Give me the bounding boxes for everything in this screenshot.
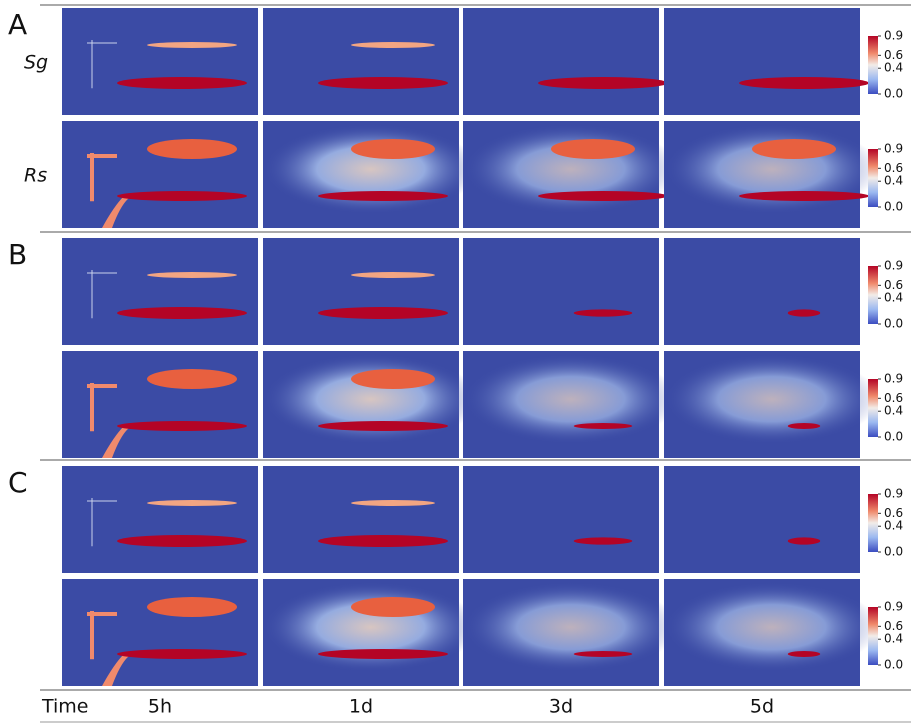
lower-plume [117,535,247,547]
lower-plume [538,191,668,201]
plume-haze [664,354,880,444]
simulation-panel [263,238,459,345]
simulation-panel [664,466,860,573]
colorbar-tick-label: 0.0 [884,430,903,444]
lower-plume [739,77,869,89]
upper-plume [351,139,435,159]
section-label: C [8,466,28,499]
simulation-panel [62,238,258,345]
upper-plume [147,369,237,389]
colorbar-tick-label: 0.6 [884,506,903,520]
colorbar [868,149,878,207]
colorbar-tick-label: 0.9 [884,142,903,156]
colorbar-tick-label: 0.0 [884,87,903,101]
colorbar [868,266,878,324]
lower-plume [117,421,247,431]
upper-plume [147,272,237,278]
colorbar-tick-label: 0.4 [884,291,903,305]
simulation-panel [463,466,659,573]
lower-plume [788,309,821,316]
section-label: A [8,8,27,41]
time-label: 5d [750,696,774,718]
upper-plume [351,597,435,617]
colorbar-tick-label: 0.6 [884,161,903,175]
upper-plume [752,139,836,159]
colorbar-tick-label: 0.4 [884,519,903,533]
colorbar-tick-label: 0.6 [884,391,903,405]
time-label: 5h [148,696,172,718]
time-axis-label: Time [41,696,89,718]
lower-plume [788,423,821,429]
plume-haze [463,124,679,214]
plume-haze [664,582,880,672]
colorbar-tick-label: 0.6 [884,619,903,633]
simulation-panel [263,466,459,573]
colorbar-tick-label: 0.0 [884,545,903,559]
lower-plume [574,423,633,429]
time-label: 3d [549,696,573,718]
colorbar [868,36,878,94]
lower-plume [318,191,448,201]
colorbar-tick-label: 0.0 [884,200,903,214]
lower-plume [117,77,247,89]
colorbar-tick-label: 0.0 [884,658,903,672]
plume-haze [463,582,679,672]
section-label: B [8,238,27,271]
upper-plume [351,42,435,48]
lower-plume [788,537,821,544]
lower-plume [318,307,448,319]
colorbar-tick-label: 0.4 [884,632,903,646]
simulation-panel [463,238,659,345]
lower-plume [318,535,448,547]
lower-plume [538,77,668,89]
upper-plume [351,272,435,278]
lower-plume [318,649,448,659]
lower-plume [739,191,869,201]
figure: ASg0.90.60.40.0Rs0.90.60.40.0B0.90.60.40… [0,0,911,723]
plume-haze [463,354,679,444]
colorbar-tick-label: 0.0 [884,317,903,331]
lower-plume [318,421,448,431]
colorbar-tick-label: 0.9 [884,259,903,273]
colorbar [868,607,878,665]
colorbar-tick-label: 0.9 [884,600,903,614]
lower-plume [788,651,821,657]
lower-plume [117,649,247,659]
upper-plume [147,139,237,159]
colorbar-tick-label: 0.9 [884,29,903,43]
lower-plume [117,307,247,319]
colorbar [868,379,878,437]
colorbar-tick-label: 0.4 [884,174,903,188]
simulation-panel [263,8,459,115]
simulation-panel [664,238,860,345]
colorbar-tick-label: 0.9 [884,487,903,501]
row-label: Rs [24,165,47,187]
colorbar-tick-label: 0.9 [884,372,903,386]
upper-plume [351,369,435,389]
simulation-panel [62,8,258,115]
simulation-panel [463,8,659,115]
lower-plume [574,537,633,544]
lower-plume [574,651,633,657]
upper-plume [147,500,237,506]
time-label: 1d [349,696,373,718]
simulation-panel [62,466,258,573]
colorbar-tick-label: 0.4 [884,404,903,418]
upper-plume [351,500,435,506]
colorbar-tick-label: 0.6 [884,278,903,292]
lower-plume [117,191,247,201]
plume-haze [664,124,880,214]
colorbar [868,494,878,552]
upper-plume [147,597,237,617]
lower-plume [574,309,633,316]
simulation-panel [664,8,860,115]
row-label: Sg [24,52,48,74]
colorbar-tick-label: 0.6 [884,48,903,62]
upper-plume [147,42,237,48]
lower-plume [318,77,448,89]
upper-plume [551,139,635,159]
colorbar-tick-label: 0.4 [884,61,903,75]
